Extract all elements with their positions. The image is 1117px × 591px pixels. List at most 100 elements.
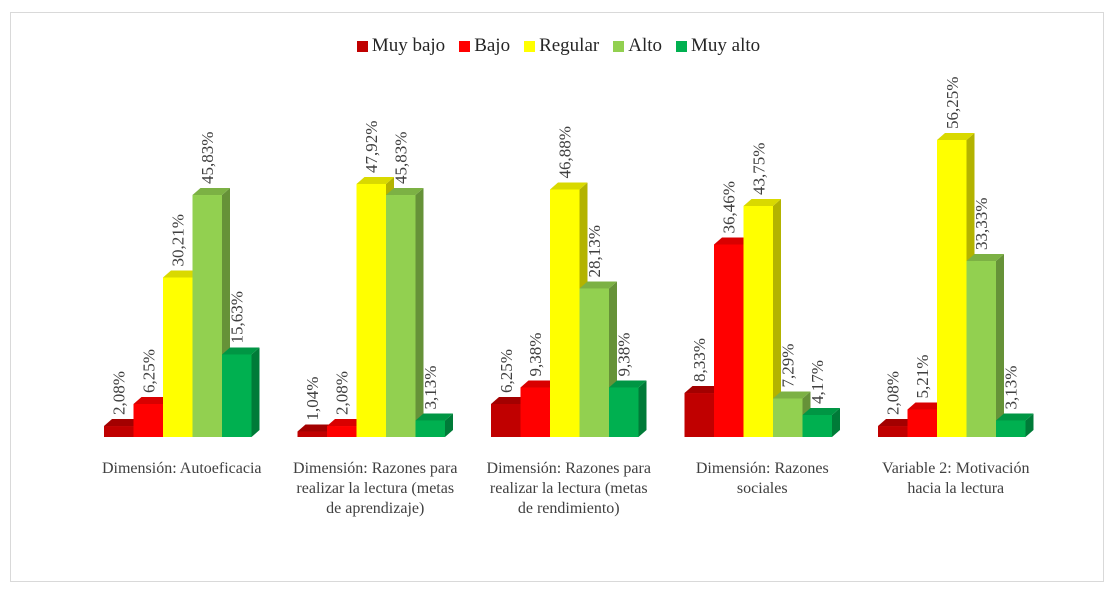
bar xyxy=(684,393,714,437)
bar-side xyxy=(445,413,453,437)
bar xyxy=(609,387,639,437)
bar xyxy=(966,261,996,437)
data-label: 8,33% xyxy=(690,338,709,382)
data-label: 5,21% xyxy=(913,355,932,399)
legend-item: Muy alto xyxy=(676,35,760,57)
data-label: 28,13% xyxy=(585,225,604,277)
bar-side xyxy=(996,254,1004,437)
legend-label: Regular xyxy=(539,35,600,56)
bar-top xyxy=(415,413,453,421)
bar-top xyxy=(550,182,588,190)
x-tick-label: Dimensión: Razones sociales xyxy=(695,460,829,497)
data-label: 45,83% xyxy=(198,132,217,184)
bar-top xyxy=(907,402,945,410)
legend-swatch xyxy=(613,40,625,52)
legend-label: Muy alto xyxy=(691,35,761,56)
data-label: 7,29% xyxy=(779,344,798,388)
data-label: 36,46% xyxy=(720,181,739,233)
data-label: 15,63% xyxy=(228,291,247,343)
bar-top xyxy=(966,254,1004,262)
bar-top xyxy=(743,199,781,206)
bar-top xyxy=(773,391,811,399)
bar-top xyxy=(714,237,752,245)
bar-side xyxy=(251,347,260,437)
x-tick-label: Dimensión: Autoeficacia xyxy=(101,460,262,477)
bar xyxy=(222,354,252,437)
bar xyxy=(878,426,908,437)
bar xyxy=(714,244,744,437)
data-label: 6,25% xyxy=(139,349,158,393)
data-label: 3,13% xyxy=(1002,366,1021,410)
bar-top xyxy=(297,424,335,432)
data-label: 2,08% xyxy=(884,371,903,415)
bar-top xyxy=(996,413,1034,421)
bar-top xyxy=(491,397,529,404)
data-label: 2,08% xyxy=(110,371,129,415)
legend-swatch xyxy=(356,40,368,52)
bar xyxy=(356,183,386,437)
bar-top xyxy=(937,133,975,140)
data-label: 4,17% xyxy=(808,360,827,404)
bar xyxy=(743,206,773,437)
data-label: 56,25% xyxy=(943,77,962,129)
bar-top xyxy=(684,386,722,394)
data-label: 33,33% xyxy=(972,198,991,250)
bar-top xyxy=(133,397,171,404)
bar xyxy=(415,420,445,437)
legend-swatch xyxy=(676,40,688,52)
bar-top xyxy=(579,281,617,289)
data-label: 46,88% xyxy=(556,126,575,178)
bar xyxy=(996,420,1026,437)
bar xyxy=(327,426,357,437)
bar-top xyxy=(356,176,394,184)
legend-label: Bajo xyxy=(474,35,511,56)
bar xyxy=(907,409,937,437)
legend-item: Bajo xyxy=(459,35,510,57)
bar-top xyxy=(192,188,230,196)
bar xyxy=(579,288,609,437)
bar-side xyxy=(638,380,647,437)
data-label: 9,38% xyxy=(615,333,634,377)
data-label: 6,25% xyxy=(497,349,516,393)
bar-side xyxy=(773,199,781,437)
bar xyxy=(802,414,832,437)
bar xyxy=(773,398,803,437)
legend-item: Alto xyxy=(613,35,662,57)
legend-item: Regular xyxy=(524,35,599,57)
data-label: 30,21% xyxy=(169,214,188,266)
bar xyxy=(491,404,521,437)
bar xyxy=(192,195,222,437)
legend: Muy bajo Bajo Regular Alto Muy alto xyxy=(0,35,1117,57)
legend-swatch xyxy=(459,40,471,52)
bar-top xyxy=(163,270,201,278)
legend-label: Muy bajo xyxy=(371,35,446,56)
bar-side xyxy=(415,188,424,437)
legend-item: Muy bajo xyxy=(356,35,446,57)
x-tick-label: Dimensión: Razones para realizar la lect… xyxy=(486,460,651,517)
bar xyxy=(104,426,134,437)
bar-top xyxy=(609,380,647,388)
bar xyxy=(133,404,163,437)
bar-top xyxy=(878,419,916,427)
bar xyxy=(937,140,967,437)
data-label: 3,13% xyxy=(421,366,440,410)
bar xyxy=(386,195,416,437)
bar xyxy=(550,189,580,437)
legend-swatch xyxy=(524,40,536,52)
bar xyxy=(297,431,327,437)
x-tick-label: Variable 2: Motivación hacia la lectura xyxy=(881,460,1030,497)
data-label: 9,38% xyxy=(526,333,545,377)
bar xyxy=(520,387,550,437)
bar-top xyxy=(222,347,260,355)
data-label: 45,83% xyxy=(392,132,411,184)
bar-top xyxy=(802,407,840,415)
data-label: 43,75% xyxy=(749,143,768,195)
bar-side xyxy=(1025,413,1034,437)
bar xyxy=(163,277,193,437)
legend-label: Alto xyxy=(628,35,663,56)
bar-top xyxy=(520,380,558,388)
data-label: 2,08% xyxy=(333,371,352,415)
chart-frame xyxy=(10,12,1104,582)
